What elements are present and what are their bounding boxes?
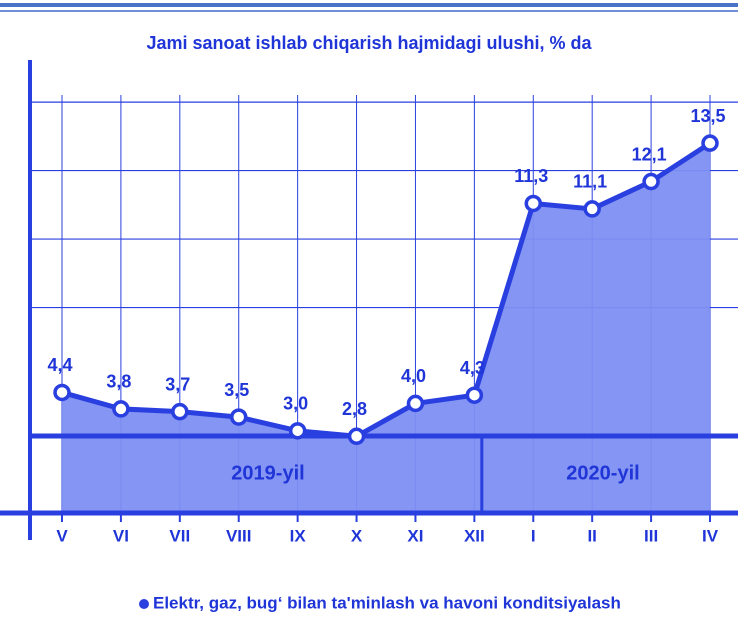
x-tick-label: XI (407, 526, 423, 545)
x-tick-label: II (587, 526, 596, 545)
x-tick-label: III (644, 526, 658, 545)
point (701, 134, 719, 152)
point (347, 427, 366, 446)
top-rule (0, 3, 738, 7)
x-tick-label: XII (464, 526, 485, 545)
point (642, 172, 660, 191)
value-label: 4,4 (47, 355, 72, 375)
value-label: 11,1 (573, 172, 607, 192)
value-label: 2,8 (342, 399, 367, 419)
value-label: 3,5 (224, 380, 249, 400)
chart-title: Jami sanoat ishlab chiqarish hajmidagi u… (146, 33, 592, 53)
point (171, 402, 189, 421)
value-label: 3,0 (283, 394, 308, 414)
year-label: 2020-yil (566, 462, 639, 484)
x-tick-label: VII (169, 526, 190, 545)
x-tick-label: X (351, 526, 363, 545)
value-label: 4,3 (460, 358, 485, 378)
point (288, 422, 307, 440)
x-tick-label: VI (113, 526, 129, 545)
point (465, 386, 484, 404)
x-tick-label: V (56, 526, 68, 545)
point (53, 383, 71, 402)
x-tick-label: IV (702, 526, 719, 545)
top-rule (0, 10, 738, 12)
x-tick-label: IX (290, 526, 307, 545)
x-tick-label: VIII (226, 526, 252, 545)
point (524, 194, 543, 213)
value-label: 13,5 (690, 106, 725, 126)
legend-marker (139, 599, 149, 609)
value-label: 3,7 (165, 374, 190, 394)
value-label: 12,1 (632, 144, 667, 164)
x-tick-label: I (531, 526, 536, 545)
point (112, 400, 130, 418)
line (61, 141, 712, 439)
point (583, 200, 601, 218)
area (62, 143, 710, 513)
point (406, 394, 425, 413)
value-label: 11,3 (514, 166, 548, 186)
point (229, 408, 248, 426)
legend-label: Elektr, gaz, bug‘ bilan ta'minlash va ha… (153, 593, 621, 612)
value-label: 4,0 (401, 366, 426, 386)
value-label: 3,8 (106, 372, 131, 392)
year-label: 2019-yil (231, 462, 304, 484)
